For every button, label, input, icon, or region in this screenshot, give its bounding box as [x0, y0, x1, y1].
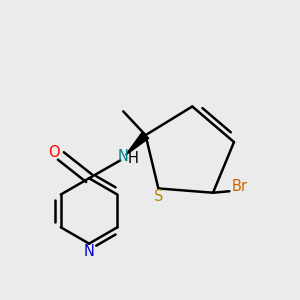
Text: N: N [117, 149, 128, 164]
Text: H: H [127, 152, 138, 166]
Text: S: S [154, 189, 163, 204]
Text: Br: Br [232, 179, 248, 194]
Text: N: N [84, 244, 94, 260]
Polygon shape [126, 132, 149, 155]
Text: O: O [49, 146, 60, 160]
